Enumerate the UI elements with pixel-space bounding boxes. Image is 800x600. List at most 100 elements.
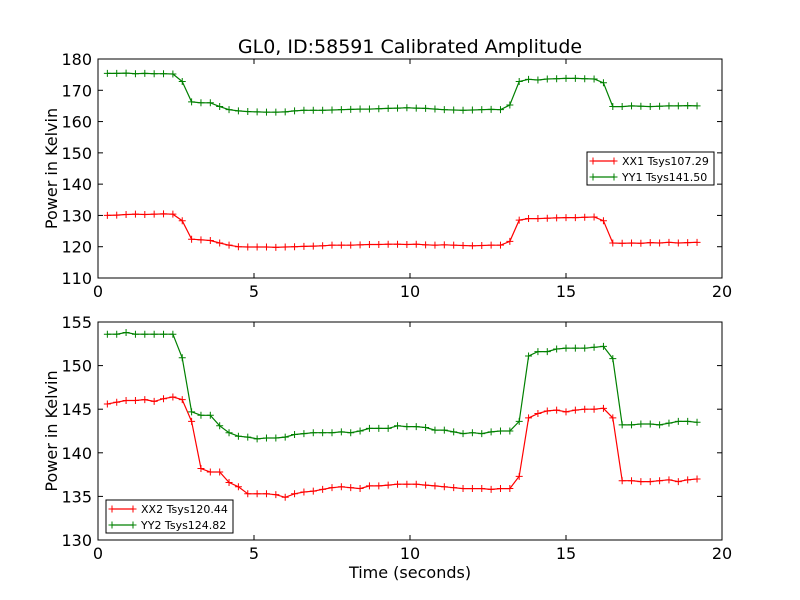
data-point (309, 429, 317, 437)
data-point (628, 102, 636, 110)
bottom-subplot: 0 5 10 15 20 130 135 140 145 150 155 Power in Kelvi… (42, 313, 732, 582)
data-point (646, 103, 654, 111)
data-point (496, 241, 504, 249)
data-point (403, 480, 411, 488)
data-point (347, 429, 355, 437)
data-point (515, 78, 523, 86)
y-tick-label: 110 (61, 269, 92, 288)
data-point (571, 74, 579, 82)
data-point (356, 485, 364, 493)
data-point (160, 210, 168, 218)
data-point (581, 75, 589, 83)
data-point (253, 490, 261, 498)
data-point (412, 104, 420, 112)
data-point (450, 241, 458, 249)
series-line-2 (107, 72, 698, 113)
data-point (637, 478, 645, 486)
data-point (300, 106, 308, 114)
data-point (225, 106, 233, 114)
data-point (440, 426, 448, 434)
x-tick-label: 20 (712, 544, 732, 563)
y-tick-label: 120 (61, 238, 92, 257)
legend-marker (589, 173, 597, 181)
data-point (113, 398, 121, 406)
data-point (216, 468, 224, 476)
y-tick-label: 135 (61, 487, 92, 506)
data-point (300, 430, 308, 438)
legend-marker (108, 505, 116, 513)
data-point (684, 476, 692, 484)
data-point (141, 396, 149, 404)
data-point (468, 429, 476, 437)
data-point (375, 424, 383, 432)
data-point (665, 238, 673, 246)
data-point (422, 481, 430, 489)
data-point (131, 70, 139, 78)
data-point (571, 214, 579, 222)
data-point (216, 239, 224, 247)
data-point (496, 427, 504, 435)
data-point (590, 213, 598, 221)
data-point (234, 432, 242, 440)
data-point (291, 107, 299, 115)
data-point (646, 478, 654, 486)
data-point (656, 477, 664, 485)
data-point (496, 106, 504, 114)
data-point (590, 405, 598, 413)
data-point (581, 405, 589, 413)
data-point (637, 420, 645, 428)
data-point (478, 430, 486, 438)
x-axis-label: Time (seconds) (348, 563, 471, 582)
data-point (328, 484, 336, 492)
data-point (506, 237, 514, 245)
data-point (684, 239, 692, 247)
data-point (178, 217, 186, 225)
x-tick-label: 10 (400, 282, 420, 301)
data-point (253, 435, 261, 443)
data-point (665, 419, 673, 427)
data-point (440, 483, 448, 491)
data-point (646, 239, 654, 247)
data-point (141, 330, 149, 338)
data-point (506, 101, 514, 109)
data-point (525, 352, 533, 360)
data-point (122, 396, 130, 404)
data-point (300, 242, 308, 250)
data-point (571, 344, 579, 352)
data-point (674, 102, 682, 110)
data-point (543, 214, 551, 222)
data-point (684, 417, 692, 425)
data-point (450, 484, 458, 492)
y-tick-label: 155 (61, 313, 92, 332)
data-point (291, 243, 299, 251)
data-point (197, 464, 205, 472)
data-point (197, 236, 205, 244)
data-point (160, 70, 168, 78)
y-tick-label: 130 (61, 206, 92, 225)
data-point (272, 434, 280, 442)
data-point (394, 240, 402, 248)
x-tick-label: 0 (93, 544, 103, 563)
data-point (365, 424, 373, 432)
data-point (394, 104, 402, 112)
data-point (272, 108, 280, 116)
data-point (178, 354, 186, 362)
data-point (543, 407, 551, 415)
y-tick-label: 180 (61, 50, 92, 69)
data-point (300, 488, 308, 496)
data-point (188, 408, 196, 416)
y-axis-label: Power in Kelvin (42, 370, 61, 491)
data-point (384, 104, 392, 112)
data-point (281, 493, 289, 501)
data-point (103, 330, 111, 338)
data-point (450, 106, 458, 114)
data-point (160, 330, 168, 338)
data-point (618, 421, 626, 429)
data-point (618, 477, 626, 485)
data-point (337, 241, 345, 249)
data-point (150, 70, 158, 78)
data-point (599, 342, 607, 350)
y-tick-label: 150 (61, 357, 92, 376)
data-point (281, 433, 289, 441)
data-point (375, 482, 383, 490)
